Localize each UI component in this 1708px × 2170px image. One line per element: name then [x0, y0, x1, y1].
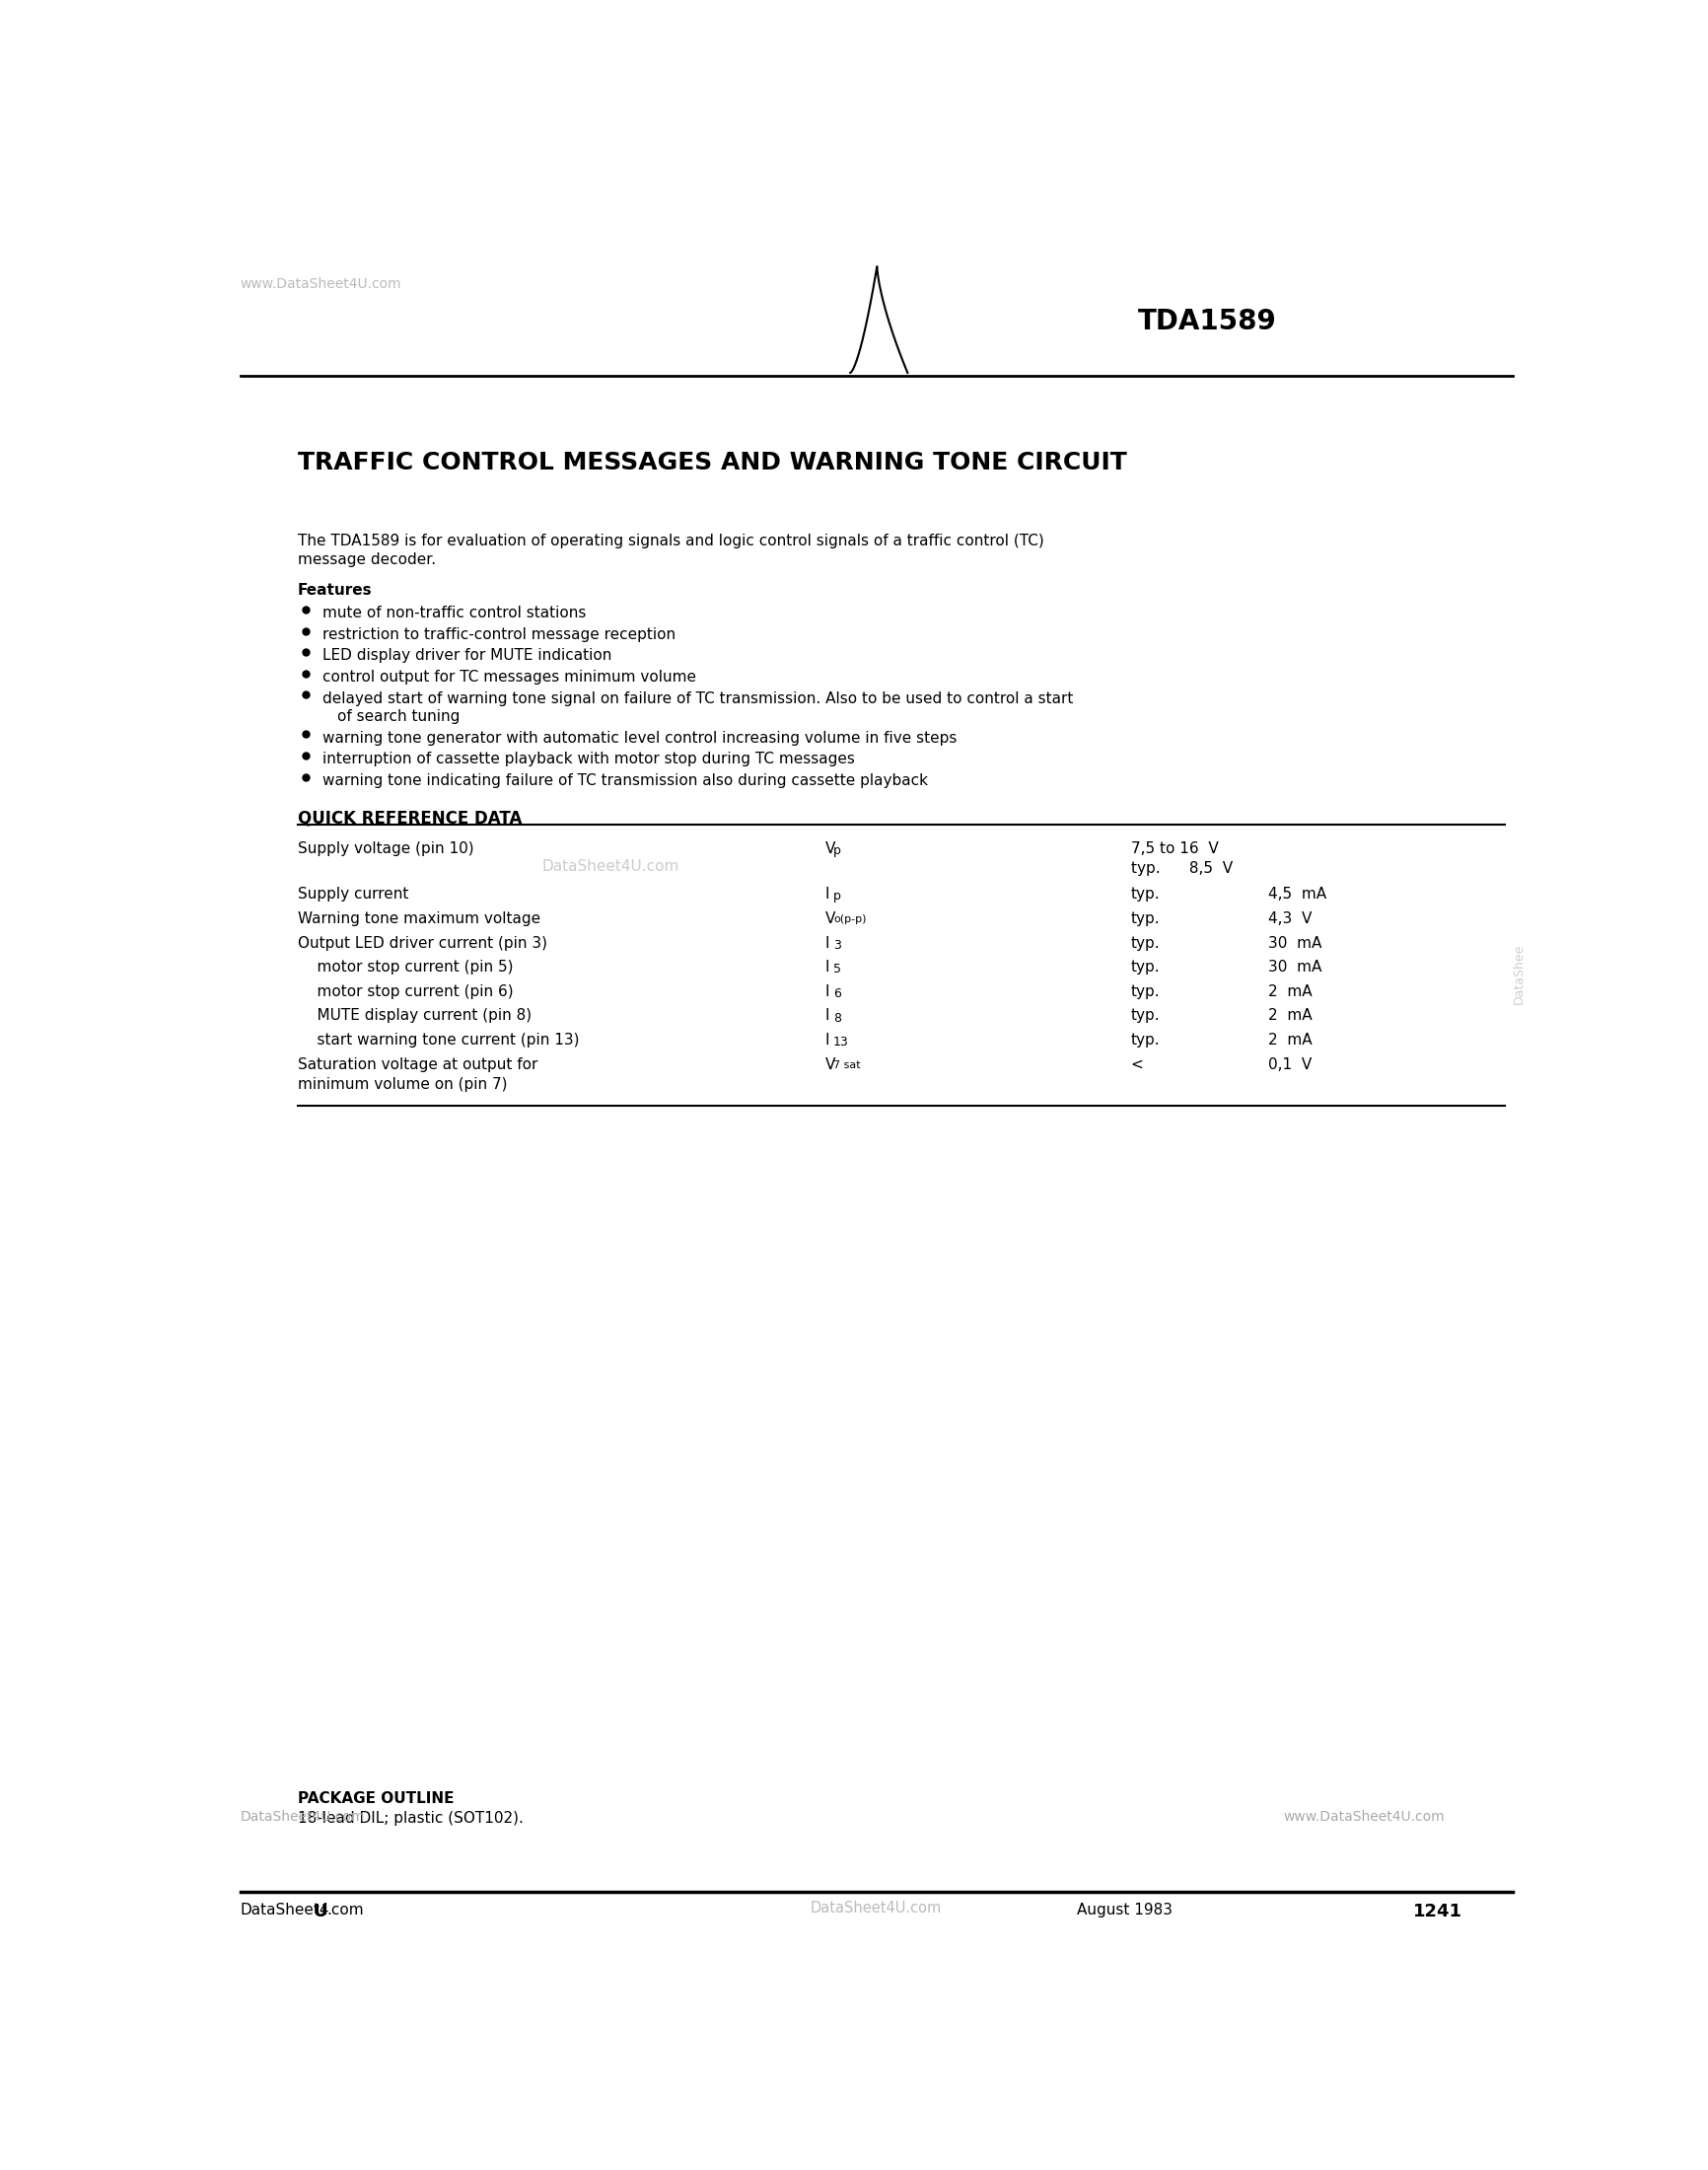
- Text: V: V: [825, 911, 835, 927]
- Text: typ.: typ.: [1131, 985, 1160, 998]
- Text: p: p: [834, 890, 840, 903]
- Text: 6: 6: [834, 987, 840, 1000]
- Text: 30  mA: 30 mA: [1267, 959, 1322, 974]
- Text: .com: .com: [326, 1903, 364, 1918]
- Text: www.DataSheet4U.com: www.DataSheet4U.com: [1283, 1810, 1443, 1823]
- Text: I: I: [825, 1009, 828, 1024]
- Text: 30  mA: 30 mA: [1267, 935, 1322, 950]
- Text: warning tone generator with automatic level control increasing volume in five st: warning tone generator with automatic le…: [323, 731, 956, 744]
- Text: U: U: [313, 1903, 328, 1920]
- Text: DataSheet4: DataSheet4: [241, 1903, 330, 1918]
- Text: Saturation voltage at output for: Saturation voltage at output for: [297, 1057, 538, 1072]
- Text: warning tone indicating failure of TC transmission also during cassette playback: warning tone indicating failure of TC tr…: [323, 773, 927, 788]
- Text: 4,5  mA: 4,5 mA: [1267, 888, 1325, 903]
- Text: 13: 13: [834, 1035, 849, 1048]
- Text: I: I: [825, 959, 828, 974]
- Text: August 1983: August 1983: [1076, 1903, 1172, 1918]
- Text: mute of non-traffic control stations: mute of non-traffic control stations: [323, 605, 586, 621]
- Text: DataSheet4U.com: DataSheet4U.com: [541, 859, 680, 875]
- Text: V: V: [825, 1057, 835, 1072]
- Text: Supply current: Supply current: [297, 888, 408, 903]
- Text: 2  mA: 2 mA: [1267, 1009, 1312, 1024]
- Text: TRAFFIC CONTROL MESSAGES AND WARNING TONE CIRCUIT: TRAFFIC CONTROL MESSAGES AND WARNING TON…: [297, 451, 1126, 473]
- Text: restriction to traffic-control message reception: restriction to traffic-control message r…: [323, 627, 675, 642]
- Text: DataSheet4U.com: DataSheet4U.com: [810, 1901, 941, 1916]
- Text: 0,1  V: 0,1 V: [1267, 1057, 1312, 1072]
- Text: delayed start of warning tone signal on failure of TC transmission. Also to be u: delayed start of warning tone signal on …: [323, 690, 1073, 705]
- Text: typ.: typ.: [1131, 935, 1160, 950]
- Text: I: I: [825, 1033, 828, 1048]
- Text: The TDA1589 is for evaluation of operating signals and logic control signals of : The TDA1589 is for evaluation of operati…: [297, 534, 1044, 549]
- Text: DataSheet4U.com: DataSheet4U.com: [241, 1810, 366, 1823]
- Text: Supply voltage (pin 10): Supply voltage (pin 10): [297, 842, 473, 857]
- Text: control output for TC messages minimum volume: control output for TC messages minimum v…: [323, 671, 695, 684]
- Text: DataShee: DataShee: [1512, 944, 1525, 1005]
- Text: of search tuning: of search tuning: [336, 710, 459, 725]
- Text: Features: Features: [297, 584, 372, 599]
- Text: typ.: typ.: [1131, 888, 1160, 903]
- Text: 5: 5: [834, 963, 840, 977]
- Text: 7,5 to 16  V: 7,5 to 16 V: [1131, 842, 1218, 857]
- Text: TDA1589: TDA1589: [1138, 308, 1276, 334]
- Text: typ.      8,5  V: typ. 8,5 V: [1131, 861, 1231, 877]
- Text: Output LED driver current (pin 3): Output LED driver current (pin 3): [297, 935, 547, 950]
- Text: 3: 3: [834, 940, 840, 950]
- Text: typ.: typ.: [1131, 911, 1160, 927]
- Text: 2  mA: 2 mA: [1267, 1033, 1312, 1048]
- Text: typ.: typ.: [1131, 959, 1160, 974]
- Text: I: I: [825, 888, 828, 903]
- Text: o(p-p): o(p-p): [834, 914, 866, 924]
- Text: QUICK REFERENCE DATA: QUICK REFERENCE DATA: [297, 809, 521, 827]
- Text: V: V: [825, 842, 835, 857]
- Text: start warning tone current (pin 13): start warning tone current (pin 13): [297, 1033, 579, 1048]
- Text: minimum volume on (pin 7): minimum volume on (pin 7): [297, 1076, 507, 1092]
- Text: 2  mA: 2 mA: [1267, 985, 1312, 998]
- Text: typ.: typ.: [1131, 1033, 1160, 1048]
- Text: www.DataSheet4U.com: www.DataSheet4U.com: [241, 278, 401, 291]
- Text: Warning tone maximum voltage: Warning tone maximum voltage: [297, 911, 540, 927]
- Text: <: <: [1131, 1057, 1143, 1072]
- Text: PACKAGE OUTLINE: PACKAGE OUTLINE: [297, 1790, 454, 1805]
- Text: I: I: [825, 985, 828, 998]
- Text: MUTE display current (pin 8): MUTE display current (pin 8): [297, 1009, 531, 1024]
- Text: LED display driver for MUTE indication: LED display driver for MUTE indication: [323, 649, 611, 664]
- Text: 18-lead DIL; plastic (SOT102).: 18-lead DIL; plastic (SOT102).: [297, 1810, 523, 1825]
- Text: interruption of cassette playback with motor stop during TC messages: interruption of cassette playback with m…: [323, 751, 854, 766]
- Text: I: I: [825, 935, 828, 950]
- Text: 1241: 1241: [1413, 1903, 1462, 1920]
- Text: motor stop current (pin 5): motor stop current (pin 5): [297, 959, 512, 974]
- Text: 7 sat: 7 sat: [834, 1061, 861, 1070]
- Text: typ.: typ.: [1131, 1009, 1160, 1024]
- Text: motor stop current (pin 6): motor stop current (pin 6): [297, 985, 512, 998]
- Text: 4,3  V: 4,3 V: [1267, 911, 1312, 927]
- Text: p: p: [834, 844, 840, 857]
- Text: message decoder.: message decoder.: [297, 553, 436, 569]
- Text: 8: 8: [834, 1011, 840, 1024]
